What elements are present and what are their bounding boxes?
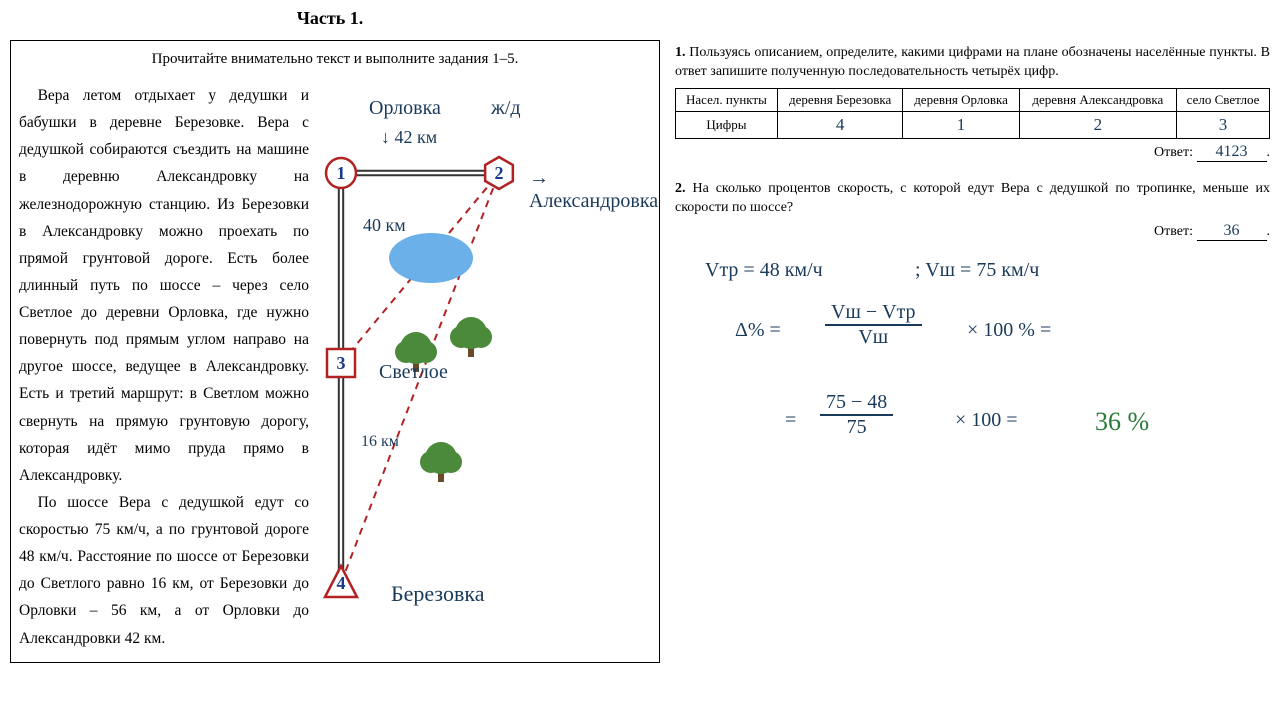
table-value-row: Цифры 4 1 2 3 bbox=[676, 111, 1270, 138]
handwritten-work: Vтр = 48 км/ч ; Vш = 75 км/ч Δ% = Vш − V… bbox=[675, 259, 1270, 519]
svg-text:2: 2 bbox=[495, 163, 504, 183]
task1-table: Насел. пункты деревня Березовка деревня … bbox=[675, 88, 1270, 139]
diagram-annotation: ↓ 42 км bbox=[381, 127, 437, 148]
work-line1a: Vтр = 48 км/ч bbox=[705, 259, 823, 282]
cell-1: 4 bbox=[777, 111, 903, 138]
diagram-annotation: 16 км bbox=[361, 433, 399, 451]
frac2-num: 75 − 48 bbox=[820, 391, 893, 416]
diagram-annotation: → Александровка bbox=[529, 167, 658, 213]
table-header-row: Насел. пункты деревня Березовка деревня … bbox=[676, 88, 1270, 111]
work-line1b: ; Vш = 75 км/ч bbox=[915, 259, 1039, 282]
diagram-annotation: Орловка bbox=[369, 97, 441, 120]
th-1: деревня Березовка bbox=[777, 88, 903, 111]
cell-4: 3 bbox=[1177, 111, 1270, 138]
task1-num: 1. bbox=[675, 45, 686, 60]
th-4: село Светлое bbox=[1177, 88, 1270, 111]
th-2: деревня Орловка bbox=[903, 88, 1019, 111]
answer-value-2: 36 bbox=[1197, 222, 1267, 241]
task1-text: Пользуясь описанием, определите, какими … bbox=[675, 45, 1270, 79]
work-times100b: × 100 = bbox=[955, 409, 1018, 432]
diagram-annotation: 40 км bbox=[363, 215, 406, 236]
answer-label-1: Ответ: bbox=[1154, 145, 1193, 160]
work-frac1: Vш − Vтр Vш bbox=[825, 301, 922, 349]
th-3: деревня Александровка bbox=[1019, 88, 1176, 111]
work-result: 36 % bbox=[1095, 407, 1149, 437]
task2-num: 2. bbox=[675, 181, 686, 196]
th-0: Насел. пункты bbox=[676, 88, 778, 111]
body-text: Вера летом отдыхает у дедушки и бабушки … bbox=[19, 82, 309, 652]
paragraph-1: Вера летом отдыхает у дедушки и бабушки … bbox=[19, 82, 309, 489]
work-delta: Δ% = bbox=[735, 319, 781, 342]
work-times100a: × 100 % = bbox=[967, 319, 1051, 342]
answer-value-1: 4123 bbox=[1197, 143, 1267, 162]
diagram-annotation: Светлое bbox=[379, 361, 448, 384]
paragraph-2: По шоссе Вера с дедушкой едут со скорост… bbox=[19, 489, 309, 652]
task2-text: На сколько процентов скорость, с которой… bbox=[675, 181, 1270, 215]
map-diagram: 1234 Орловкаж/д↓ 42 км→ Александровка40 … bbox=[321, 103, 651, 623]
answer-label-2: Ответ: bbox=[1154, 224, 1193, 239]
page-title: Часть 1. bbox=[0, 0, 660, 35]
frac2-den: 75 bbox=[820, 416, 893, 439]
left-column: Прочитайте внимательно текст и выполните… bbox=[10, 40, 660, 663]
frac1-num: Vш − Vтр bbox=[825, 301, 922, 326]
task1: 1. Пользуясь описанием, определите, каки… bbox=[675, 44, 1270, 82]
diagram-annotation: Березовка bbox=[391, 581, 485, 607]
diagram-annotation: ж/д bbox=[491, 97, 521, 120]
frac1-den: Vш bbox=[825, 326, 922, 349]
work-frac2: 75 − 48 75 bbox=[820, 391, 893, 439]
right-column: 1. Пользуясь описанием, определите, каки… bbox=[675, 44, 1270, 519]
svg-text:1: 1 bbox=[337, 163, 346, 183]
svg-text:3: 3 bbox=[337, 353, 346, 373]
row-label: Цифры bbox=[676, 111, 778, 138]
cell-3: 2 bbox=[1019, 111, 1176, 138]
task2-answer: Ответ: 36. bbox=[675, 222, 1270, 241]
svg-text:4: 4 bbox=[337, 573, 346, 593]
instruction: Прочитайте внимательно текст и выполните… bbox=[19, 47, 651, 82]
task1-answer: Ответ: 4123. bbox=[675, 143, 1270, 162]
task2: 2. На сколько процентов скорость, с кото… bbox=[675, 180, 1270, 218]
cell-2: 1 bbox=[903, 111, 1019, 138]
work-eq2: = bbox=[785, 409, 796, 432]
